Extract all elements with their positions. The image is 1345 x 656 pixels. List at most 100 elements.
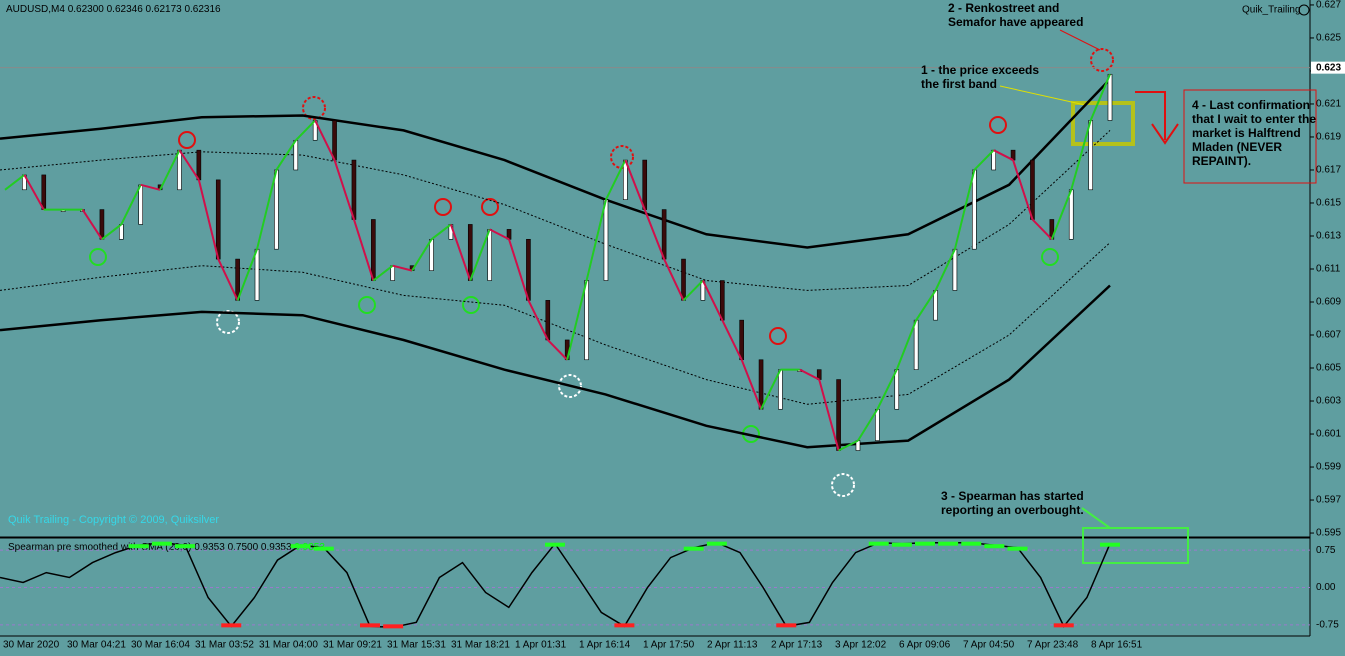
spearman-tick-label: 0.00 xyxy=(1316,582,1336,593)
extreme-zone xyxy=(683,546,704,551)
trend-segment xyxy=(372,264,394,282)
trend-segment xyxy=(178,149,200,181)
trend-segment xyxy=(236,248,258,301)
pointer xyxy=(1081,507,1111,529)
trend-segment xyxy=(411,238,433,272)
annotation: REPAINT). xyxy=(1192,154,1251,168)
price-tick-label: 0.609 xyxy=(1316,297,1341,308)
extreme-zone xyxy=(128,544,149,549)
trend-segment xyxy=(682,279,704,302)
trend-segment xyxy=(857,408,879,442)
trend-segment xyxy=(624,159,646,210)
signal xyxy=(989,116,1007,134)
extreme-zone xyxy=(221,623,242,628)
extreme-zone xyxy=(614,623,635,628)
time-label: 31 Mar 04:00 xyxy=(259,640,318,651)
trend-segment xyxy=(1031,218,1053,240)
trend-segment xyxy=(295,119,316,141)
price-tick-label: 0.625 xyxy=(1316,33,1341,44)
time-label: 2 Apr 17:13 xyxy=(771,640,823,651)
price-bar xyxy=(487,229,492,281)
trend-segment xyxy=(217,258,239,301)
extreme-zone xyxy=(868,541,889,546)
trend-segment xyxy=(838,439,859,452)
extreme-zone xyxy=(961,541,982,546)
trend-segment xyxy=(256,169,278,250)
band xyxy=(0,242,1111,405)
price-tick-label: 0.619 xyxy=(1316,132,1341,143)
trend-segment xyxy=(934,248,956,291)
smiley xyxy=(1298,4,1310,16)
symbol-header: AUDUSD,M4 0.62300 0.62346 0.62173 0.6231… xyxy=(6,4,221,15)
signal xyxy=(1090,48,1114,72)
note-box xyxy=(1183,89,1317,184)
spearman-tick-label: -0.75 xyxy=(1316,619,1339,630)
price-bar xyxy=(1068,189,1074,240)
annotation: that I wait to enter the xyxy=(1192,112,1316,126)
pointer xyxy=(999,85,1086,106)
trend-segment xyxy=(663,258,685,301)
price-bar xyxy=(991,149,996,171)
extreme-zone xyxy=(1007,546,1028,551)
signal xyxy=(831,473,855,497)
time-label: 30 Mar 2020 xyxy=(3,640,60,651)
price-bar xyxy=(758,359,764,410)
trend-segment xyxy=(953,169,976,250)
arrow xyxy=(1135,91,1179,145)
trend-segment xyxy=(643,209,666,260)
price-tick-label: 0.615 xyxy=(1316,198,1341,209)
annotation: Semafor have appeared xyxy=(948,15,1083,29)
trend-segment xyxy=(895,319,918,371)
trend-segment xyxy=(314,120,336,161)
trend-segment xyxy=(140,183,161,191)
price-bar xyxy=(952,248,958,291)
price-tick-label: 0.605 xyxy=(1316,363,1341,374)
trend-segment xyxy=(392,264,413,272)
price-bar xyxy=(1107,73,1113,121)
trend-segment xyxy=(489,228,510,241)
trend-segment xyxy=(469,229,491,281)
extreme-zone xyxy=(383,624,404,629)
price-bar xyxy=(41,174,47,210)
trend-segment xyxy=(81,209,103,240)
price-bar xyxy=(429,238,434,271)
annotation: 2 - Renkostreet and xyxy=(948,1,1059,15)
price-bar xyxy=(875,408,880,441)
annotation: reporting an overbought. xyxy=(941,503,1084,517)
price-bar xyxy=(933,290,938,321)
time-label: 3 Apr 12:02 xyxy=(835,640,887,651)
signal xyxy=(178,131,196,149)
time-label: 31 Mar 18:21 xyxy=(451,640,510,651)
price-bar xyxy=(971,169,977,250)
extreme-zone xyxy=(360,623,380,628)
price-bar xyxy=(661,209,667,260)
time-label: 7 Apr 04:50 xyxy=(963,640,1015,651)
current-price-tag xyxy=(1311,61,1345,74)
price-bar xyxy=(274,169,279,250)
extreme-zone xyxy=(706,541,727,546)
trend-segment xyxy=(721,319,743,361)
trend-segment xyxy=(760,369,782,410)
extreme-zone xyxy=(151,541,172,546)
trend-segment xyxy=(993,149,1014,161)
extreme-zone xyxy=(1100,542,1120,547)
price-tick-label: 0.595 xyxy=(1316,528,1341,539)
extreme-zone xyxy=(776,623,797,628)
band xyxy=(0,78,1111,249)
annotation: Mladen (NEVER xyxy=(1192,140,1282,154)
trend-segment xyxy=(701,280,724,321)
price-bar xyxy=(293,139,299,171)
price-tick-label: 0.613 xyxy=(1316,231,1341,242)
price-tick-label: 0.599 xyxy=(1316,462,1341,473)
time-label: 31 Mar 15:31 xyxy=(387,640,446,651)
trend-segment xyxy=(566,280,588,360)
band xyxy=(0,284,1111,449)
signals xyxy=(89,48,1114,497)
trend-segment xyxy=(799,368,820,381)
signal xyxy=(481,198,499,216)
copyright: Quik Trailing - Copyright © 2009, Quiksi… xyxy=(8,514,219,526)
time-label: 31 Mar 09:21 xyxy=(323,640,382,651)
price-bar xyxy=(177,149,182,191)
